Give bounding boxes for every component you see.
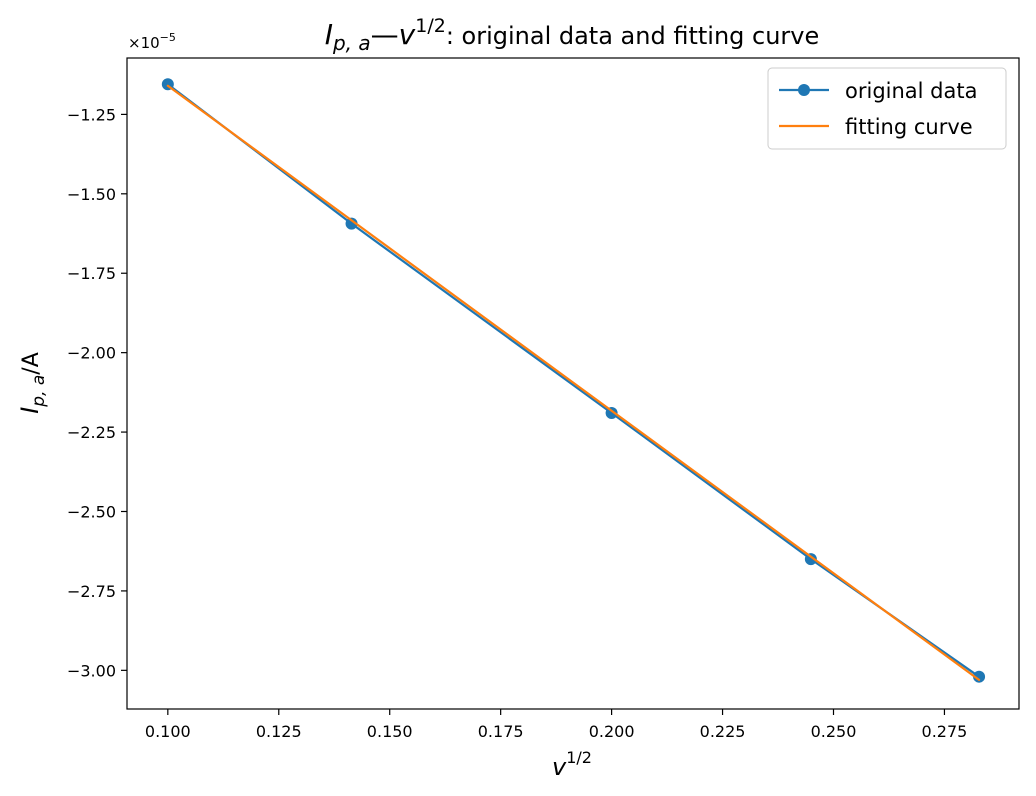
legend-label-original-data: original data [845,79,977,103]
title-dash: — [371,18,399,51]
legend-label-fitting-curve: fitting curve [845,115,973,139]
series-line-original-data [166,83,981,678]
y-axis-title-unit: /A [19,352,44,374]
y-axis-title-main: I [16,407,44,414]
y-tick-label: −1.75 [67,264,116,283]
y-axis: −1.25 −1.50 −1.75 −2.00 −2.25 −2.50 −2.75 −3.00 [67,105,127,680]
x-axis-title: v1/2 [552,748,592,781]
y-offset-label: ×10−5 [128,31,176,52]
x-tick-label: 0.225 [700,722,746,741]
title-var: v [399,18,416,51]
y-tick-label: −2.50 [67,502,116,521]
x-tick-label: 0.250 [811,722,857,741]
x-axis-title-sup: 1/2 [566,748,592,767]
y-offset-base: ×10 [128,34,160,52]
y-axis-title-sub: p, a [29,375,49,408]
y-tick-label: −1.25 [67,105,116,124]
y-offset-exp: −5 [160,31,176,44]
y-axis-title: Ip, a/A [16,352,49,414]
x-tick-label: 0.150 [367,722,413,741]
series-layer [161,78,986,683]
y-tick-label: −3.00 [67,661,116,680]
y-tick-label: −2.75 [67,582,116,601]
x-tick-label: 0.100 [145,722,191,741]
data-point-original-data [973,670,986,683]
y-tick-label: −2.00 [67,344,116,363]
y-tick-label: −1.50 [67,185,116,204]
legend: original data fitting curve [767,67,1007,150]
x-axis: 0.100 0.125 0.150 0.175 0.200 0.225 0.250 0.275 [145,709,967,741]
data-point-original-data [605,407,618,420]
x-tick-label: 0.175 [478,722,524,741]
chart-title: Ip, a—v1/2: original data and fitting cu… [325,15,820,55]
title-main-sub: p, a [332,31,371,55]
legend-box [767,67,1007,150]
plot-frame [126,57,1020,710]
y-tick-label: −2.25 [67,423,116,442]
title-main: I [325,18,333,51]
title-var-sup: 1/2 [415,15,446,37]
x-axis-title-main: v [552,753,567,781]
x-tick-label: 0.200 [589,722,635,741]
legend-marker-original-data [798,84,810,96]
title-rest: : original data and fitting curve [446,22,819,50]
x-tick-label: 0.275 [922,722,968,741]
data-point-original-data [345,217,358,230]
data-point-original-data [804,553,817,566]
series-line-fitting-curve [166,84,981,681]
x-tick-label: 0.125 [256,722,302,741]
